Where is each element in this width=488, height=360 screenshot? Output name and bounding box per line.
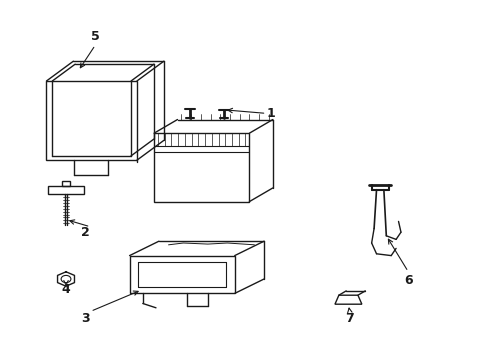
Text: 6: 6 <box>403 274 412 287</box>
Text: 1: 1 <box>266 107 275 120</box>
Text: 5: 5 <box>91 30 100 42</box>
Text: 7: 7 <box>345 312 353 325</box>
Text: 3: 3 <box>81 312 90 325</box>
Text: 2: 2 <box>81 226 90 239</box>
Text: 4: 4 <box>61 283 70 296</box>
